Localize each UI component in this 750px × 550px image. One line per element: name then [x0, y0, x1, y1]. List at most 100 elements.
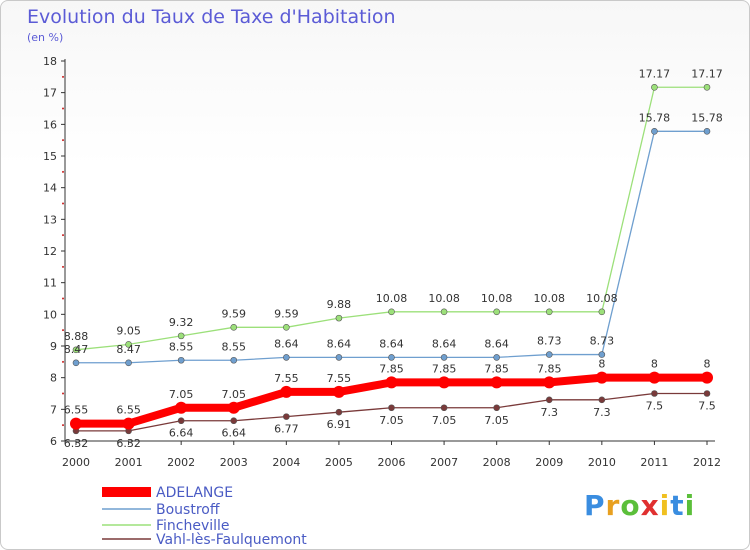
- data-label: 8.64: [379, 337, 404, 350]
- data-label: 6.64: [222, 427, 247, 440]
- data-point: [175, 401, 188, 414]
- y-minor-dot: [62, 265, 64, 268]
- data-label: 7.85: [484, 362, 509, 375]
- data-point: [332, 385, 345, 398]
- data-point: [703, 128, 711, 135]
- data-point: [280, 385, 293, 398]
- y-tick-label: 12: [43, 245, 57, 258]
- data-point: [177, 332, 185, 340]
- y-tick-label: 14: [43, 182, 57, 195]
- y-tick-label: 15: [43, 150, 57, 163]
- data-label: 7.05: [169, 388, 194, 401]
- x-tick-label: 2002: [167, 456, 195, 469]
- data-label: 8: [651, 358, 658, 371]
- x-tick-label: 2011: [640, 456, 668, 469]
- y-tick-label: 9: [50, 340, 57, 353]
- data-point: [651, 128, 658, 135]
- data-point: [335, 408, 343, 416]
- data-point: [230, 324, 238, 331]
- data-point: [703, 390, 711, 397]
- data-label: 7.05: [222, 388, 247, 401]
- data-point: [283, 354, 290, 361]
- data-label: 8.88: [64, 330, 89, 343]
- x-tick-label: 2009: [535, 456, 563, 469]
- data-label: 9.32: [169, 316, 194, 329]
- data-point: [440, 308, 448, 316]
- y-tick-label: 16: [43, 118, 57, 131]
- y-minor-dot: [62, 360, 64, 363]
- data-point: [72, 359, 80, 367]
- data-label: 7.55: [274, 372, 299, 385]
- y-tick-label: 6: [50, 435, 57, 448]
- proxiti-logo: Proxiti: [584, 489, 695, 522]
- data-label: 10.08: [481, 292, 513, 305]
- data-point: [703, 83, 711, 91]
- data-label: 6.55: [116, 404, 141, 417]
- x-tick-label: 2001: [115, 456, 143, 469]
- data-point: [335, 354, 343, 361]
- y-minor-dot: [62, 75, 64, 78]
- y-minor-dot: [62, 202, 64, 205]
- x-tick-label: 2003: [220, 456, 248, 469]
- y-minor-dot: [62, 170, 64, 173]
- data-point: [70, 417, 82, 430]
- data-label: 7.5: [698, 400, 716, 413]
- x-tick-label: 2008: [483, 456, 511, 469]
- x-tick-label: 2006: [378, 456, 406, 469]
- data-label: 8.47: [64, 343, 89, 356]
- data-point: [72, 346, 80, 354]
- data-point: [388, 308, 395, 316]
- data-label: 7.85: [379, 362, 404, 375]
- data-label: 6.64: [169, 427, 194, 440]
- data-point: [230, 356, 238, 364]
- logo-letter: P: [584, 489, 606, 522]
- data-label: 7.85: [432, 362, 457, 375]
- data-point: [388, 404, 395, 412]
- data-label: 9.59: [222, 307, 247, 320]
- logo-letter: i: [684, 489, 696, 522]
- data-label: 6.32: [116, 437, 141, 450]
- chart-title: Evolution du Taux de Taxe d'Habitation: [27, 6, 396, 28]
- legend-label: Fincheville: [156, 518, 230, 534]
- x-tick-label: 2010: [588, 456, 616, 469]
- data-point: [490, 376, 503, 389]
- data-label: 7.85: [537, 362, 562, 375]
- x-tick-label: 2012: [693, 456, 721, 469]
- data-label: 8: [598, 358, 605, 371]
- data-label: 6.77: [274, 423, 299, 436]
- data-label: 9.88: [327, 298, 352, 311]
- data-label: 7.05: [484, 414, 509, 427]
- data-point: [648, 371, 661, 384]
- data-label: 7.55: [327, 372, 352, 385]
- y-tick-label: 7: [50, 403, 57, 416]
- data-label: 7.3: [593, 406, 611, 419]
- data-label: 8.73: [537, 335, 562, 348]
- data-point: [598, 396, 606, 404]
- data-label: 7.05: [432, 414, 457, 427]
- legend-label: Vahl-lès-Faulquemont: [156, 532, 307, 548]
- data-label: 8.64: [432, 337, 457, 350]
- data-label: 9.05: [116, 324, 141, 337]
- data-point: [493, 354, 500, 361]
- data-label: 8.55: [222, 340, 247, 353]
- data-label: 17.17: [691, 67, 723, 80]
- data-label: 7.5: [646, 400, 664, 413]
- data-point: [595, 371, 608, 384]
- data-label: 8.64: [484, 337, 509, 350]
- logo-letter: o: [620, 489, 641, 522]
- y-minor-dot: [62, 107, 64, 110]
- data-point: [283, 324, 290, 331]
- y-minor-dot: [62, 392, 64, 395]
- logo-letter: i: [659, 489, 671, 522]
- data-point: [651, 390, 658, 397]
- data-point: [545, 351, 553, 358]
- y-tick-label: 8: [50, 372, 57, 385]
- data-point: [440, 404, 448, 412]
- data-label: 8.73: [590, 335, 615, 348]
- data-label: 15.78: [691, 111, 723, 124]
- data-point: [177, 417, 185, 425]
- data-point: [125, 341, 132, 348]
- x-tick-label: 2000: [62, 456, 90, 469]
- data-point: [598, 351, 606, 358]
